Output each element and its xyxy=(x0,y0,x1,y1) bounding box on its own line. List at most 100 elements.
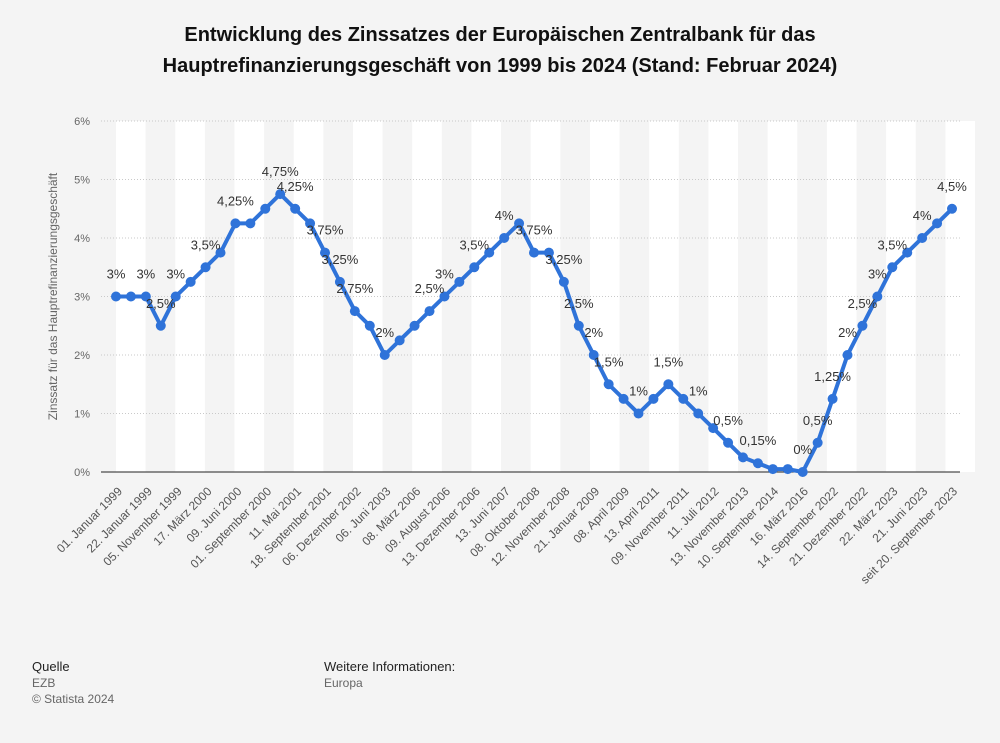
data-point xyxy=(140,291,151,302)
data-label: 3% xyxy=(868,267,887,282)
data-point xyxy=(723,437,734,448)
data-label: 2% xyxy=(584,325,603,340)
data-point xyxy=(424,306,435,317)
background-band xyxy=(234,121,265,472)
data-point xyxy=(678,393,689,404)
data-label: 1% xyxy=(689,384,708,399)
data-label: 3,25% xyxy=(321,252,358,267)
data-point xyxy=(394,335,405,346)
data-point xyxy=(767,464,778,475)
data-label: 4,25% xyxy=(217,193,254,208)
data-label: 3% xyxy=(435,267,454,282)
data-label: 4,75% xyxy=(262,164,299,179)
data-label: 3,5% xyxy=(459,237,489,252)
data-label: 4% xyxy=(913,208,932,223)
data-label: 3% xyxy=(107,267,126,282)
data-label: 0,5% xyxy=(713,413,743,428)
data-point xyxy=(782,464,793,475)
data-point xyxy=(902,247,913,258)
background-band xyxy=(589,121,620,472)
data-label: 2,5% xyxy=(848,296,878,311)
data-label: 1,5% xyxy=(654,354,684,369)
data-label: 4,5% xyxy=(937,179,967,194)
data-point xyxy=(603,379,614,390)
background-band xyxy=(945,121,975,472)
data-point xyxy=(827,393,838,404)
data-point xyxy=(558,276,569,287)
data-point xyxy=(111,291,121,302)
data-point xyxy=(454,276,465,287)
background-band xyxy=(886,121,916,472)
data-label: 0,5% xyxy=(803,413,833,428)
data-label: 2,5% xyxy=(146,296,176,311)
chart-title-line-1: Entwicklung des Zinssatzes der Europäisc… xyxy=(184,24,816,46)
data-point xyxy=(932,218,943,229)
background-band xyxy=(352,121,383,472)
data-point xyxy=(947,203,957,214)
y-tick-label: 3% xyxy=(74,292,90,304)
data-label: 3,75% xyxy=(307,223,344,238)
y-tick-label: 4% xyxy=(74,233,90,245)
data-point xyxy=(633,408,644,419)
data-point xyxy=(245,218,256,229)
data-point xyxy=(230,218,241,229)
data-point xyxy=(887,262,898,273)
data-point xyxy=(305,218,316,229)
data-point xyxy=(320,247,330,258)
y-tick-label: 1% xyxy=(74,409,90,421)
data-label: 1% xyxy=(629,384,648,399)
data-point xyxy=(529,247,539,258)
data-point xyxy=(514,218,525,229)
data-point xyxy=(738,452,748,463)
data-point xyxy=(215,247,226,258)
data-point xyxy=(170,291,181,302)
data-point xyxy=(573,320,584,331)
data-label: 2% xyxy=(375,325,394,340)
source-block: Quelle EZB © Statista 2024 xyxy=(32,659,114,707)
y-tick-label: 5% xyxy=(74,175,90,187)
data-label: 2,5% xyxy=(415,281,445,296)
data-label: 3,5% xyxy=(191,237,221,252)
background-band xyxy=(649,121,679,472)
data-label: 2,5% xyxy=(564,296,594,311)
data-point xyxy=(752,458,763,469)
data-label: 2,75% xyxy=(336,281,373,296)
data-label: 3% xyxy=(166,267,185,282)
data-point xyxy=(275,189,286,200)
data-point xyxy=(708,423,719,434)
y-axis-label: Zinssatz für das Hauptrefinanzierungsges… xyxy=(46,172,60,420)
data-point xyxy=(588,350,599,360)
data-label: 0,15% xyxy=(739,433,776,448)
data-point xyxy=(543,247,554,258)
data-label: 1,5% xyxy=(594,354,624,369)
data-point xyxy=(409,320,420,331)
data-point xyxy=(379,350,390,360)
data-label: 1,25% xyxy=(814,369,851,384)
data-label: 0% xyxy=(793,442,812,457)
data-point xyxy=(857,320,868,331)
data-point xyxy=(260,203,271,214)
data-point xyxy=(469,262,480,273)
data-point xyxy=(648,393,659,404)
data-label: 4,25% xyxy=(277,179,314,194)
data-point xyxy=(917,233,928,243)
data-point xyxy=(618,393,629,404)
info-link[interactable]: Europa xyxy=(324,676,363,690)
background-band xyxy=(471,121,502,472)
data-point xyxy=(439,291,450,302)
data-point xyxy=(334,276,345,287)
y-tick-label: 0% xyxy=(74,467,90,479)
background-band xyxy=(412,121,442,472)
info-heading: Weitere Informationen: xyxy=(324,659,456,674)
info-block: Weitere Informationen: Europa xyxy=(324,659,455,691)
data-label: 3,75% xyxy=(516,223,553,238)
source-text: EZB xyxy=(32,676,56,690)
data-point xyxy=(349,306,360,317)
data-point xyxy=(872,291,883,302)
data-point xyxy=(663,379,674,390)
data-label: 3% xyxy=(136,267,155,282)
data-label: 3,25% xyxy=(545,252,582,267)
y-tick-label: 6% xyxy=(74,116,90,128)
data-point xyxy=(125,291,136,302)
source-heading: Quelle xyxy=(32,659,70,674)
